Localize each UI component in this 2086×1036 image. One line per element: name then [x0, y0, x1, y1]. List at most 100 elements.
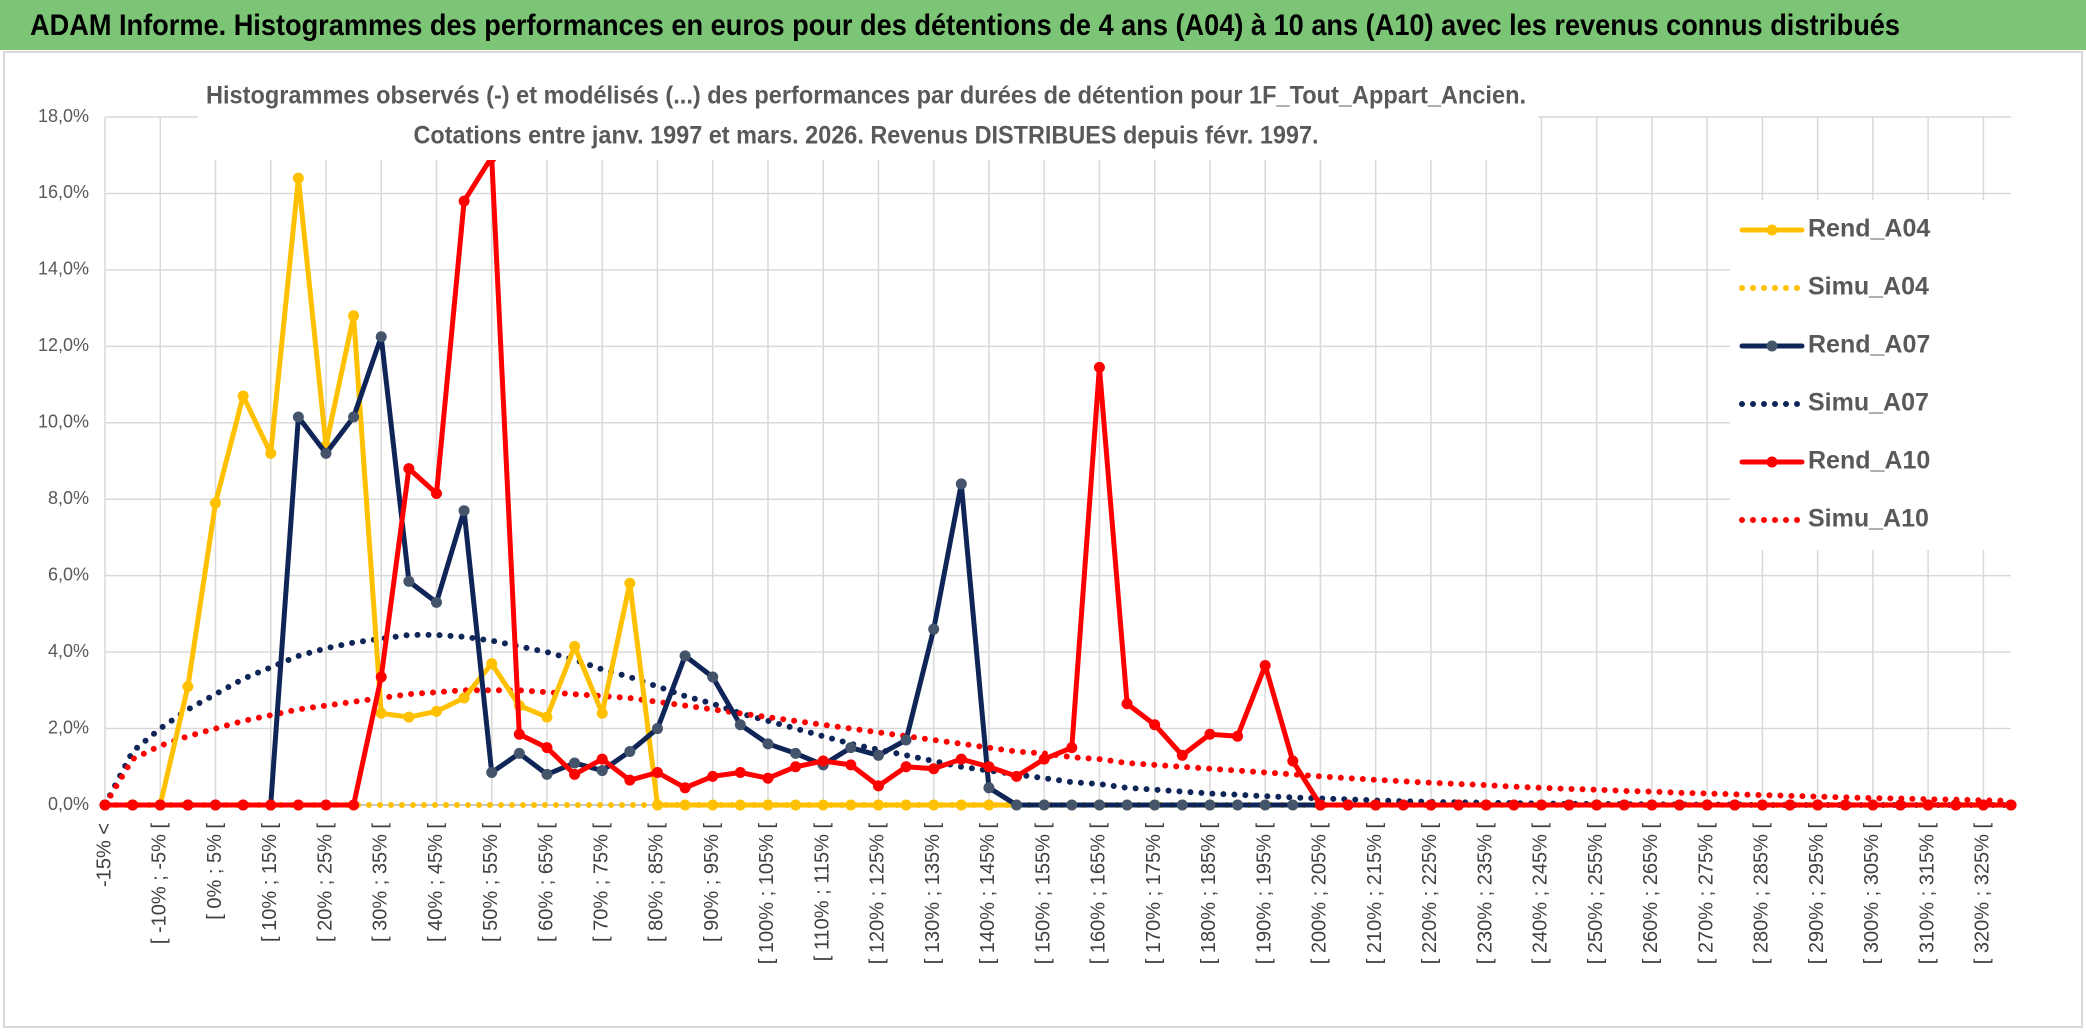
marker — [127, 799, 139, 811]
marker — [817, 799, 829, 811]
marker — [1839, 799, 1851, 811]
title-bg — [198, 76, 1538, 160]
legend-marker — [1766, 456, 1778, 468]
y-tick-label: 16,0% — [38, 182, 89, 202]
marker — [596, 753, 608, 765]
marker — [1121, 698, 1133, 710]
marker — [569, 768, 581, 780]
legend-label: Simu_A10 — [1808, 505, 1929, 533]
marker — [209, 799, 221, 811]
x-tick-label: [ 310% ; 315% [ — [1916, 823, 1938, 965]
marker — [209, 497, 221, 509]
marker — [1176, 749, 1188, 761]
x-tick-label: [ 150% ; 155% [ — [1032, 823, 1054, 965]
legend-bg — [1730, 200, 2020, 550]
legend-label: Rend_A04 — [1808, 215, 1930, 243]
x-tick-label: [ 100% ; 105% [ — [756, 823, 778, 965]
marker — [1397, 799, 1409, 811]
legend-label: Simu_A04 — [1808, 273, 1929, 301]
marker — [541, 742, 553, 754]
marker — [651, 723, 663, 735]
header-bar — [0, 0, 2086, 50]
marker — [928, 799, 940, 811]
marker — [375, 671, 387, 683]
marker — [430, 705, 442, 717]
x-tick-label: [ 250% ; 255% [ — [1585, 823, 1607, 965]
x-tick-label: [ 30% ; 35% [ — [370, 823, 392, 942]
marker — [707, 770, 719, 782]
x-tick-label: [ 300% ; 305% [ — [1861, 823, 1883, 965]
marker — [1066, 799, 1078, 811]
marker — [955, 478, 967, 490]
marker — [1729, 799, 1741, 811]
marker — [1646, 799, 1658, 811]
marker — [900, 761, 912, 773]
legend-label: Rend_A10 — [1808, 447, 1930, 475]
marker — [983, 782, 995, 794]
x-tick-label: [ 200% ; 205% [ — [1309, 823, 1331, 965]
x-tick-label: [ 280% ; 285% [ — [1751, 823, 1773, 965]
marker — [1093, 361, 1105, 373]
marker — [154, 799, 166, 811]
marker — [1922, 799, 1934, 811]
marker — [403, 711, 415, 723]
x-tick-label: [ 40% ; 45% [ — [425, 823, 447, 942]
marker — [762, 738, 774, 750]
x-tick-label: [ 220% ; 225% [ — [1419, 823, 1441, 965]
x-tick-label: [ 230% ; 235% [ — [1474, 823, 1496, 965]
marker — [679, 650, 691, 662]
marker — [596, 765, 608, 777]
marker — [872, 749, 884, 761]
marker — [955, 799, 967, 811]
marker — [596, 707, 608, 719]
x-tick-label: [ 20% ; 25% [ — [314, 823, 336, 942]
marker — [955, 753, 967, 765]
marker — [651, 767, 663, 779]
marker — [513, 728, 525, 740]
marker — [1232, 799, 1244, 811]
marker — [1314, 799, 1326, 811]
x-tick-label: [ 170% ; 175% [ — [1143, 823, 1165, 965]
marker — [1370, 799, 1382, 811]
marker — [1535, 799, 1547, 811]
marker — [734, 719, 746, 731]
marker — [900, 734, 912, 746]
series-line — [102, 154, 2014, 808]
marker — [1093, 799, 1105, 811]
marker — [790, 799, 802, 811]
marker — [1812, 799, 1824, 811]
marker — [845, 799, 857, 811]
y-tick-label: 12,0% — [38, 335, 89, 355]
marker — [679, 782, 691, 794]
marker — [403, 575, 415, 587]
marker — [1149, 719, 1161, 731]
x-tick-label: [ -10% ; -5% [ — [149, 823, 171, 945]
marker — [430, 487, 442, 499]
marker — [486, 658, 498, 670]
marker — [651, 799, 663, 811]
marker — [1756, 799, 1768, 811]
marker — [320, 447, 332, 459]
y-tick-label: 14,0% — [38, 259, 89, 279]
marker — [1259, 659, 1271, 671]
marker — [928, 763, 940, 775]
x-tick-label: [ 70% ; 75% [ — [590, 823, 612, 942]
x-tick-label: [ 10% ; 15% [ — [259, 823, 281, 942]
marker — [348, 799, 360, 811]
marker — [872, 780, 884, 792]
marker — [1204, 728, 1216, 740]
marker — [762, 799, 774, 811]
x-tick-label: [ 0% ; 5% [ — [204, 823, 226, 920]
marker — [624, 745, 636, 757]
y-tick-label: 4,0% — [48, 641, 89, 661]
marker — [624, 774, 636, 786]
marker — [1259, 799, 1271, 811]
marker — [182, 681, 194, 693]
marker — [817, 755, 829, 767]
marker — [1342, 799, 1354, 811]
marker — [1011, 799, 1023, 811]
marker — [1701, 799, 1713, 811]
marker — [541, 768, 553, 780]
marker — [292, 411, 304, 423]
marker — [983, 799, 995, 811]
